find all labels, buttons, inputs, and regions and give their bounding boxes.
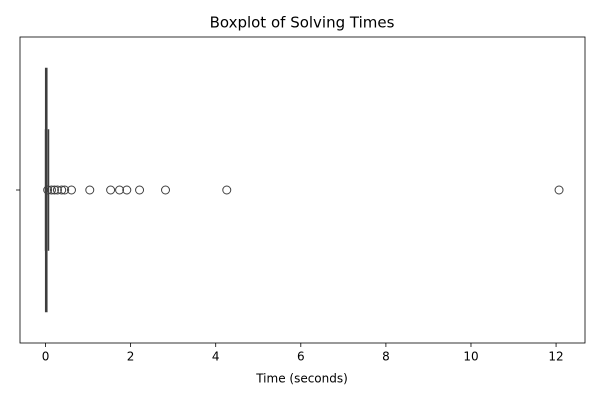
x-axis-label: Time (seconds) bbox=[255, 372, 348, 386]
x-tick-label: 2 bbox=[127, 350, 135, 364]
outlier bbox=[135, 185, 145, 195]
outlier bbox=[46, 185, 56, 195]
chart-title: Boxplot of Solving Times bbox=[210, 14, 395, 32]
outlier bbox=[49, 185, 59, 195]
outlier bbox=[43, 185, 53, 195]
outlier bbox=[122, 185, 132, 195]
outlier bbox=[554, 185, 564, 195]
x-tick-label: 10 bbox=[463, 350, 478, 364]
outlier bbox=[85, 185, 95, 195]
outlier bbox=[106, 185, 116, 195]
x-tick-label: 12 bbox=[548, 350, 563, 364]
outlier bbox=[222, 185, 232, 195]
x-tick-label: 8 bbox=[382, 350, 390, 364]
outlier bbox=[66, 185, 76, 195]
outlier bbox=[115, 185, 125, 195]
x-tick-label: 4 bbox=[212, 350, 220, 364]
plot-frame bbox=[19, 36, 586, 344]
outlier bbox=[57, 185, 67, 195]
x-tick-label: 6 bbox=[297, 350, 305, 364]
outlier bbox=[60, 185, 70, 195]
outlier bbox=[161, 185, 171, 195]
x-tick-label: 0 bbox=[42, 350, 50, 364]
outlier bbox=[52, 185, 62, 195]
